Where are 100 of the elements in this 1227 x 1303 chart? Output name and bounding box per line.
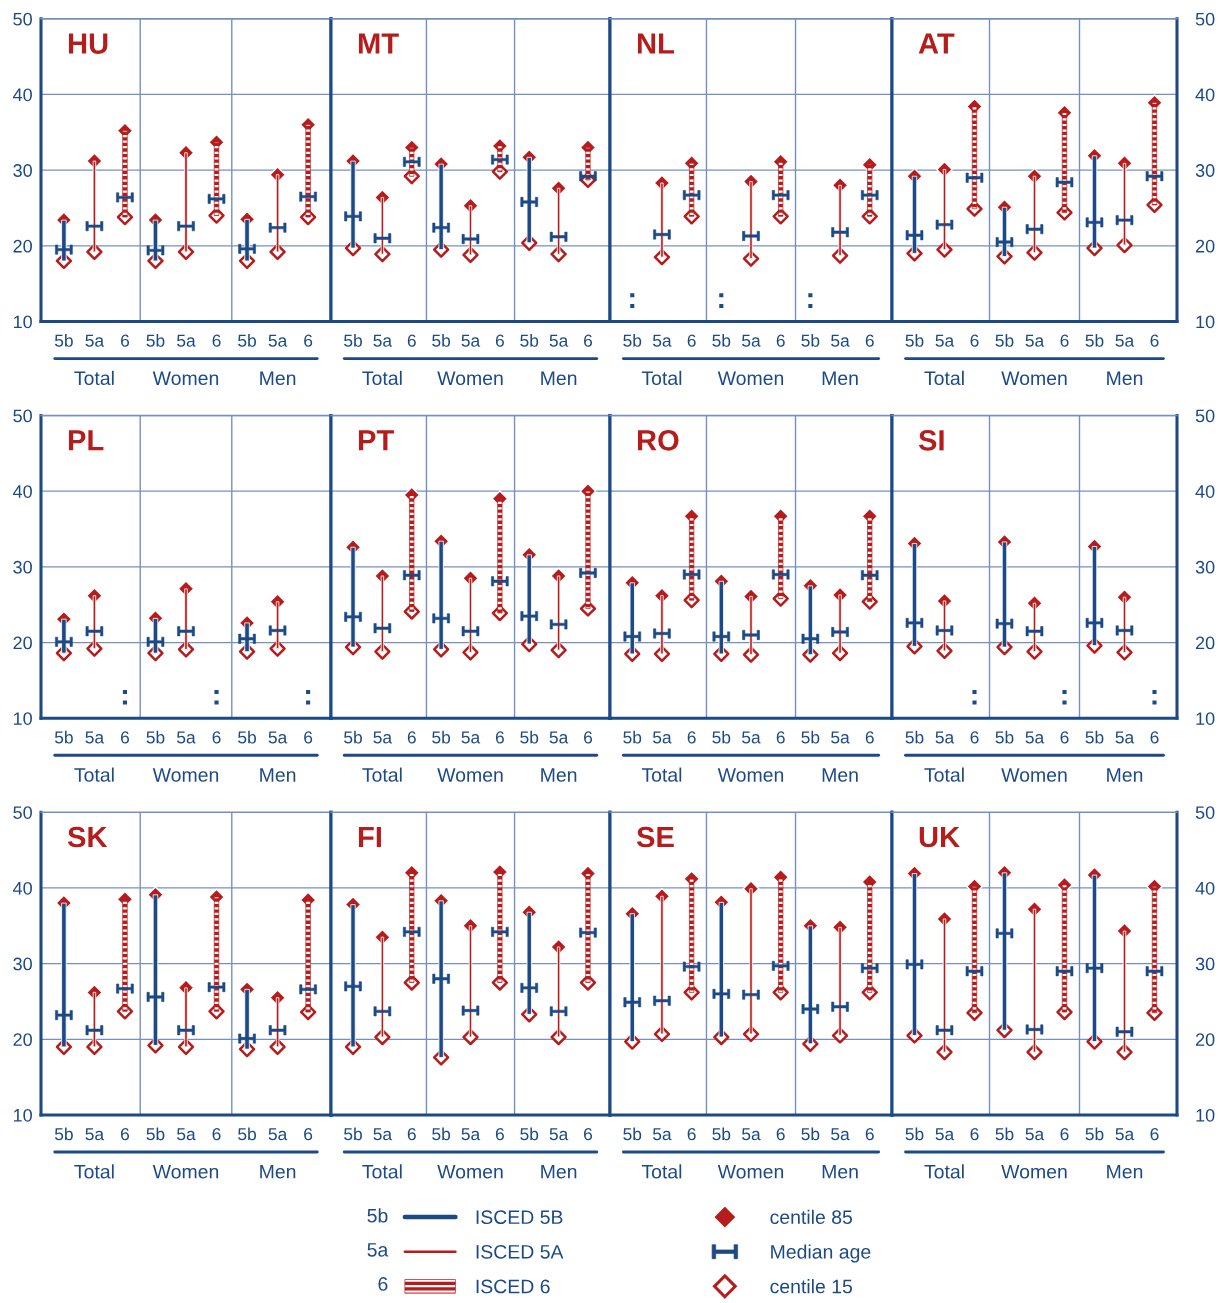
text: Total <box>74 1164 114 1179</box>
y-tick-label: 50 <box>1195 12 1215 26</box>
annotation: : <box>719 293 724 308</box>
text: Women <box>1001 768 1067 782</box>
y-tick-label: 50 <box>13 12 32 26</box>
x-tick-label: 5b <box>432 334 451 347</box>
y-tick-label: 30 <box>1195 560 1215 574</box>
x-tick-label: 5a <box>652 1128 672 1141</box>
x-tick-label: 5a <box>85 731 105 744</box>
text: Women <box>152 1164 219 1179</box>
x-tick-label: 6 <box>865 1127 874 1141</box>
annotation: : <box>1062 689 1067 705</box>
x-tick-label: 6 <box>407 1127 416 1141</box>
text: Total <box>641 370 682 386</box>
x-tick-label: 6 <box>1060 334 1069 347</box>
y-tick-label: 20 <box>1195 1033 1215 1047</box>
x-tick-label: 5a <box>1025 1128 1045 1141</box>
x-tick-label: 5a <box>268 334 288 347</box>
x-tick-label: 6 <box>776 1127 785 1141</box>
y-tick-label: 20 <box>13 239 32 253</box>
text: Total <box>924 1164 964 1179</box>
x-tick-label: 5b <box>801 730 820 744</box>
x-tick-label: 6 <box>495 731 504 744</box>
annotation: : <box>214 689 219 705</box>
y-tick-label: 40 <box>1195 485 1215 498</box>
text: Men <box>541 768 577 782</box>
text: Total <box>74 767 114 782</box>
x-tick-label: 5b <box>344 730 362 744</box>
x-tick-label: 5a <box>373 731 393 744</box>
x-tick-label: 5b <box>801 1127 820 1141</box>
x-tick-label: 5b <box>623 730 642 744</box>
y-tick-label: 30 <box>13 957 32 971</box>
x-tick-label: 5a <box>831 334 850 347</box>
y-tick-label: 50 <box>1195 806 1215 819</box>
chart-title: FI <box>358 827 381 848</box>
x-tick-label: 6 <box>304 1127 313 1141</box>
x-tick-label: 5b <box>344 1127 362 1141</box>
y-tick-label: 10 <box>13 712 32 725</box>
text: Total <box>924 370 964 386</box>
text: Total <box>74 370 114 386</box>
text: Men <box>541 1164 577 1179</box>
y-tick-label: 40 <box>13 881 32 895</box>
x-tick-label: 6 <box>1060 1127 1069 1141</box>
annotation: : <box>972 689 977 705</box>
y-tick-label: 50 <box>1195 409 1215 423</box>
annotation: : <box>306 689 311 705</box>
x-tick-label: 6 <box>1060 731 1069 744</box>
x-tick-label: 5a <box>461 1128 481 1141</box>
x-tick-label: 5b <box>995 334 1014 347</box>
x-tick-label: 5a <box>1025 334 1045 347</box>
x-tick-label: 5a <box>1115 1128 1135 1141</box>
text: Total <box>362 370 402 386</box>
x-tick-label: 5a <box>373 1128 393 1141</box>
x-tick-label: 5a <box>742 334 761 347</box>
chart-title: SI <box>918 429 944 451</box>
chart-title: SE <box>636 826 674 848</box>
x-tick-label: 6 <box>970 334 979 347</box>
x-tick-label: 5b <box>905 730 924 744</box>
x-tick-label: 6 <box>304 731 313 744</box>
x-tick-label: 5b <box>712 334 731 347</box>
x-tick-label: 5a <box>742 731 761 744</box>
y-tick-label: 40 <box>13 88 32 102</box>
text: Women <box>437 768 503 782</box>
y-tick-label: 20 <box>1195 636 1215 650</box>
x-tick-label: 5a <box>461 731 481 744</box>
legend-label: Median age <box>771 1244 871 1263</box>
x-tick-label: 6 <box>776 731 785 744</box>
annotation: : <box>808 293 813 308</box>
x-tick-label: 6 <box>495 334 504 347</box>
x-tick-label: 5a <box>549 731 569 744</box>
x-tick-label: 6 <box>865 731 874 744</box>
x-tick-label: 5b <box>432 730 451 744</box>
x-tick-label: 5a <box>831 1128 850 1141</box>
text: Men <box>260 371 296 386</box>
x-tick-label: 6 <box>1150 334 1159 347</box>
legend-label: centile 85 <box>770 1209 853 1225</box>
text: Men <box>1107 1164 1143 1179</box>
x-tick-label: 6 <box>407 334 416 347</box>
x-tick-label: 5a <box>831 731 850 744</box>
x-tick-label: 5a <box>177 731 196 744</box>
text: Men <box>1107 768 1143 782</box>
text: Women <box>437 1164 503 1179</box>
chart-title: PT <box>358 430 394 451</box>
x-tick-label: 5a <box>1115 731 1135 744</box>
x-tick-label: 5b <box>520 730 539 744</box>
x-tick-label: 6 <box>212 731 221 744</box>
x-tick-label: 5b <box>623 1127 642 1141</box>
x-tick-label: 5b <box>238 334 256 347</box>
x-tick-label: 5a <box>549 334 569 347</box>
x-tick-label: 5a <box>742 1128 761 1141</box>
x-tick-label: 6 <box>584 334 593 347</box>
annotation: : <box>630 293 635 308</box>
y-tick-label: 40 <box>1195 88 1215 102</box>
text: Women <box>717 371 784 386</box>
text: Total <box>641 1164 682 1179</box>
x-tick-label: 5a <box>652 731 672 744</box>
x-tick-label: 5b <box>1085 1127 1104 1141</box>
x-tick-label: 5b <box>995 1127 1014 1141</box>
x-tick-label: 5a <box>935 334 955 347</box>
chart-title: AT <box>918 33 955 54</box>
